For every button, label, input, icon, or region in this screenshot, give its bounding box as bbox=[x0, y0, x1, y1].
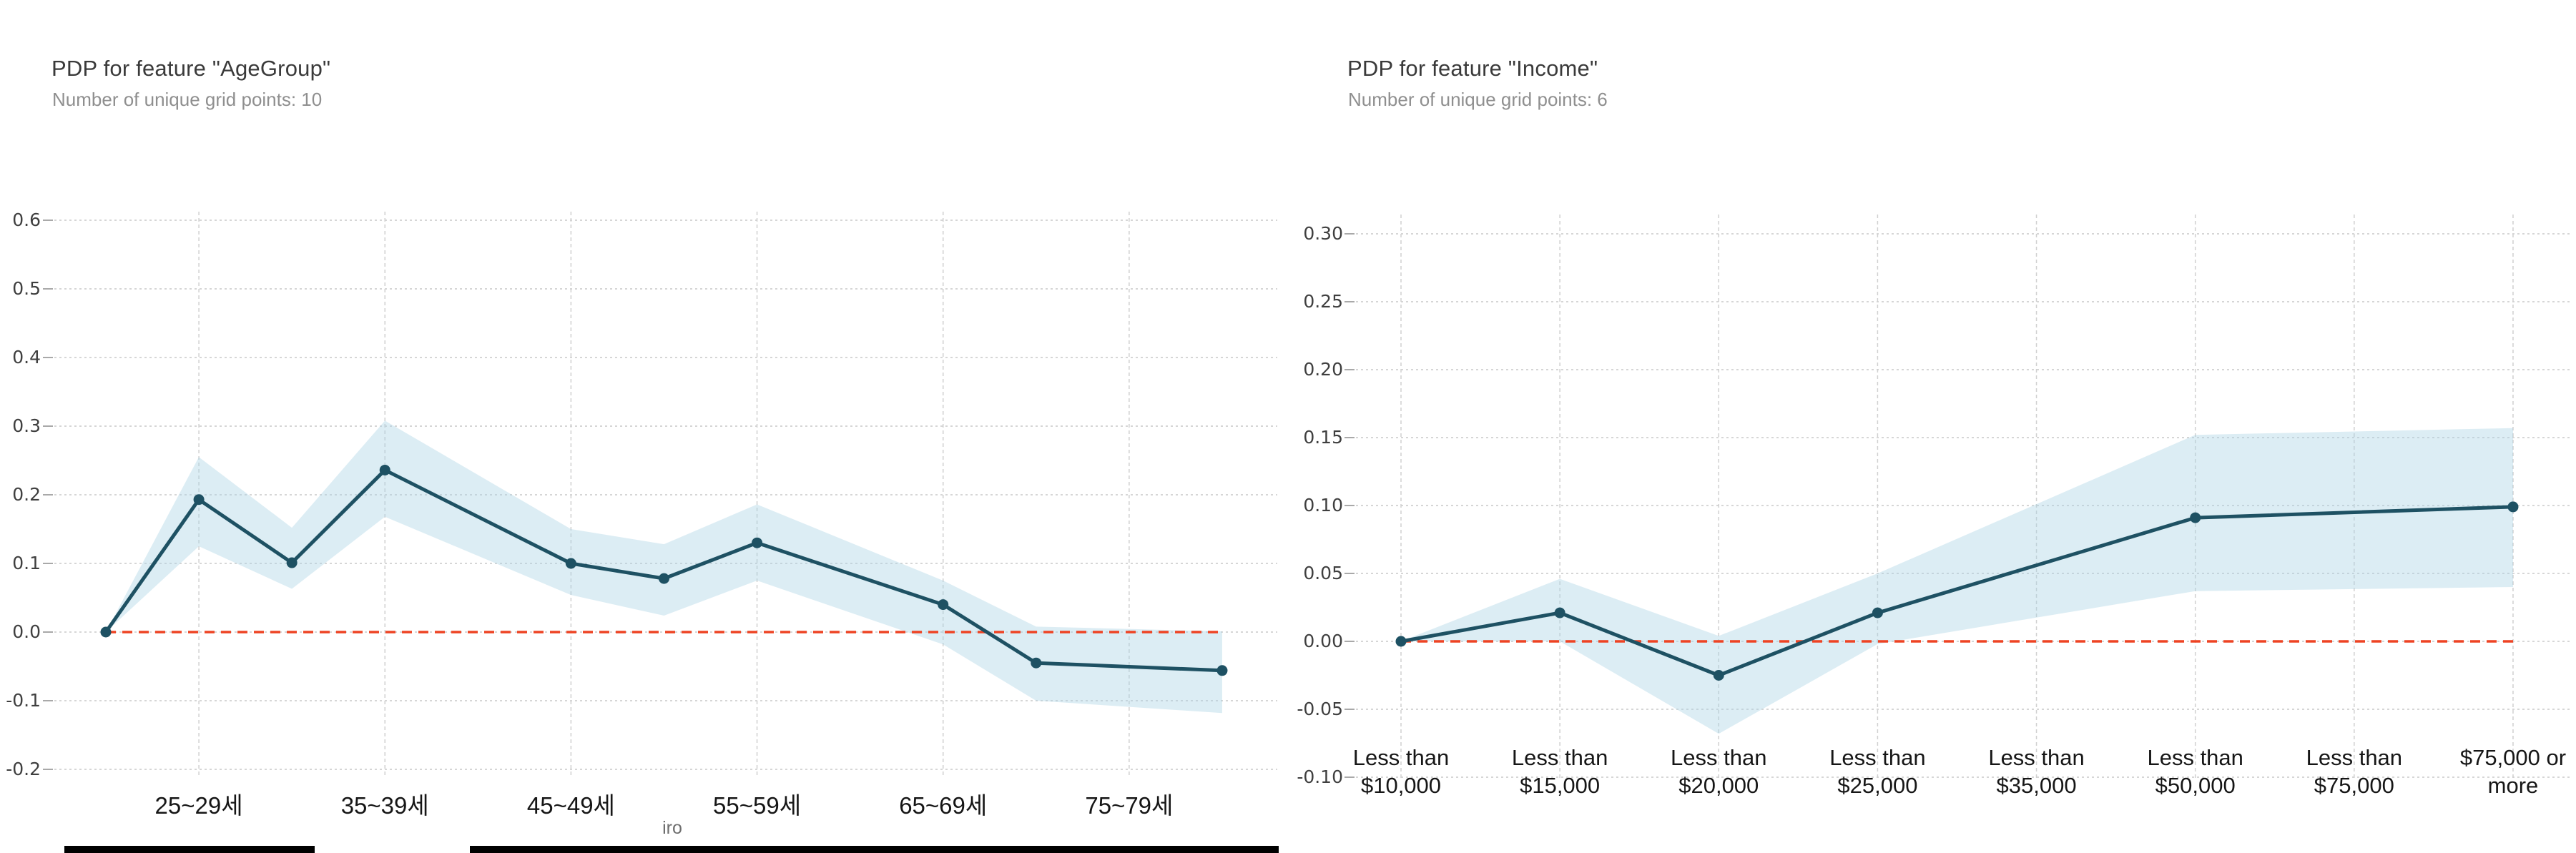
y-axis-tick-label: 0.05 bbox=[1303, 563, 1343, 583]
x-axis-tick-label: Less than $15,000 bbox=[1511, 745, 1608, 798]
x-axis-tick-label: 35~39세 bbox=[340, 792, 429, 819]
y-axis-tick-label: 0.15 bbox=[1303, 427, 1343, 448]
y-axis-tick-label: 0.20 bbox=[1303, 359, 1343, 380]
y-axis-tick-label: 0.3 bbox=[12, 415, 41, 436]
chart-title: PDP for feature "AgeGroup" bbox=[51, 56, 331, 81]
y-axis-tick-label: 0.00 bbox=[1303, 631, 1343, 651]
y-axis-tick-label: -0.2 bbox=[6, 759, 41, 779]
data-point-marker[interactable] bbox=[565, 558, 576, 569]
x-axis-tick-label: Less than $35,000 bbox=[1988, 745, 2085, 798]
pdp-line bbox=[104, 468, 1224, 673]
x-axis-tick-label: Less than $10,000 bbox=[1352, 745, 1450, 798]
x-axis-tick-label: Less than $75,000 bbox=[2306, 745, 2403, 798]
data-point-marker[interactable] bbox=[100, 626, 112, 638]
data-point-marker[interactable] bbox=[938, 599, 949, 611]
y-axis-tick-label: -0.05 bbox=[1297, 699, 1343, 719]
y-axis-tick-label: 0.30 bbox=[1303, 223, 1343, 244]
data-point-marker[interactable] bbox=[752, 537, 763, 548]
x-axis-tick-label: 65~69세 bbox=[899, 792, 988, 819]
data-point-marker[interactable] bbox=[2507, 501, 2519, 513]
chart-title: PDP for feature "Income" bbox=[1347, 56, 1598, 81]
data-point-marker[interactable] bbox=[658, 573, 669, 584]
data-point-marker[interactable] bbox=[1554, 607, 1565, 618]
x-axis-tick-label: Less than $20,000 bbox=[1671, 745, 1767, 798]
x-axis-note: iro bbox=[662, 818, 682, 838]
x-axis-tick-label: 45~49세 bbox=[526, 792, 615, 819]
chart-subtitle: Number of unique grid points: 10 bbox=[52, 89, 323, 110]
y-axis-tick-label: 0.0 bbox=[12, 621, 41, 642]
y-axis-tick-label: 0.10 bbox=[1303, 495, 1343, 516]
x-axis-tick-label: Less than $25,000 bbox=[1829, 745, 1926, 798]
chart-subtitle: Number of unique grid points: 6 bbox=[1348, 89, 1608, 110]
x-axis-tick-label: $75,000 or more bbox=[2459, 745, 2567, 798]
confidence-band bbox=[1401, 428, 2513, 734]
x-axis-tick-label: Less than $50,000 bbox=[2147, 745, 2243, 798]
data-point-marker[interactable] bbox=[286, 557, 298, 568]
data-point-marker[interactable] bbox=[1216, 665, 1228, 676]
y-axis-tick-label: 0.25 bbox=[1303, 291, 1343, 312]
data-point-marker[interactable] bbox=[1031, 657, 1042, 669]
data-point-marker[interactable] bbox=[379, 464, 390, 475]
y-axis-tick-label: 0.5 bbox=[12, 278, 41, 299]
y-axis-tick-label: 0.2 bbox=[12, 484, 41, 505]
y-axis-tick-label: -0.1 bbox=[6, 690, 41, 711]
x-axis-tick-label: 55~59세 bbox=[713, 792, 802, 819]
data-point-marker[interactable] bbox=[1872, 607, 1883, 618]
data-point-marker[interactable] bbox=[1713, 670, 1724, 681]
bottom-divider-bar bbox=[470, 846, 1279, 853]
x-axis-tick-label: 75~79세 bbox=[1085, 792, 1174, 819]
confidence-band bbox=[106, 420, 1222, 714]
data-point-marker[interactable] bbox=[193, 494, 205, 506]
bottom-divider-bar bbox=[64, 846, 315, 853]
pdp-line bbox=[1399, 505, 2515, 677]
data-point-marker[interactable] bbox=[1395, 636, 1407, 647]
x-axis-tick-label: 25~29세 bbox=[154, 792, 243, 819]
data-point-marker[interactable] bbox=[2190, 512, 2201, 523]
y-axis-tick-label: 0.4 bbox=[12, 347, 41, 368]
y-axis-tick-label: 0.1 bbox=[12, 553, 41, 573]
y-axis-tick-label: 0.6 bbox=[12, 209, 41, 230]
y-axis-tick-label: -0.10 bbox=[1297, 766, 1343, 787]
